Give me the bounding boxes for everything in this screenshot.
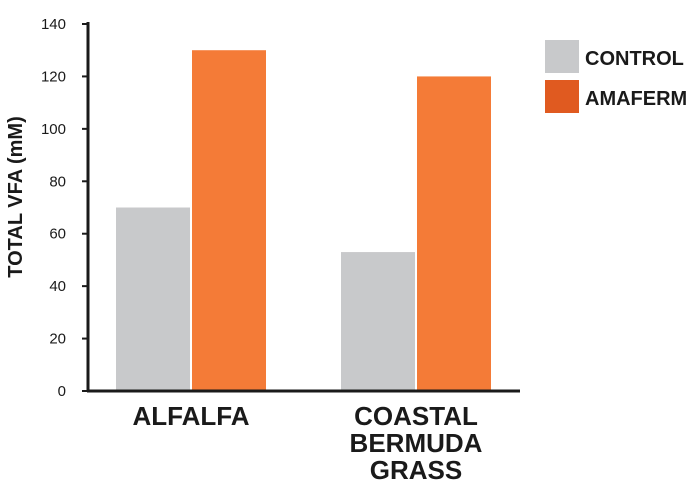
y-axis-ticks: 0 20 40 60 80 100 120 140 xyxy=(41,16,88,400)
y-tick-label: 80 xyxy=(49,173,66,190)
x-tick-label: ALFALFA xyxy=(133,401,250,431)
x-tick-label: GRASS xyxy=(370,455,462,485)
y-axis-label: TOTAL VFA (mM) xyxy=(5,116,27,277)
y-tick-label: 20 xyxy=(49,331,66,348)
bar-control xyxy=(116,207,190,391)
bar-control xyxy=(341,252,415,391)
y-tick-label: 120 xyxy=(41,68,66,85)
legend: CONTROL AMAFERM xyxy=(545,40,687,113)
y-tick-label: 140 xyxy=(41,16,66,33)
bar-amaferm xyxy=(417,76,491,391)
y-tick-label: 100 xyxy=(41,121,66,138)
x-tick-label: COASTAL xyxy=(354,401,478,431)
legend-swatch-amaferm xyxy=(545,80,579,113)
y-tick-label: 0 xyxy=(58,383,66,400)
bar-amaferm xyxy=(192,50,266,391)
bars xyxy=(116,50,491,391)
legend-swatch-control xyxy=(545,40,579,73)
axes xyxy=(86,22,520,393)
y-tick-label: 60 xyxy=(49,226,66,243)
legend-label-control: CONTROL xyxy=(585,48,684,70)
y-tick-label: 40 xyxy=(49,278,66,295)
legend-label-amaferm: AMAFERM xyxy=(585,88,687,110)
x-tick-label: BERMUDA xyxy=(350,428,483,458)
